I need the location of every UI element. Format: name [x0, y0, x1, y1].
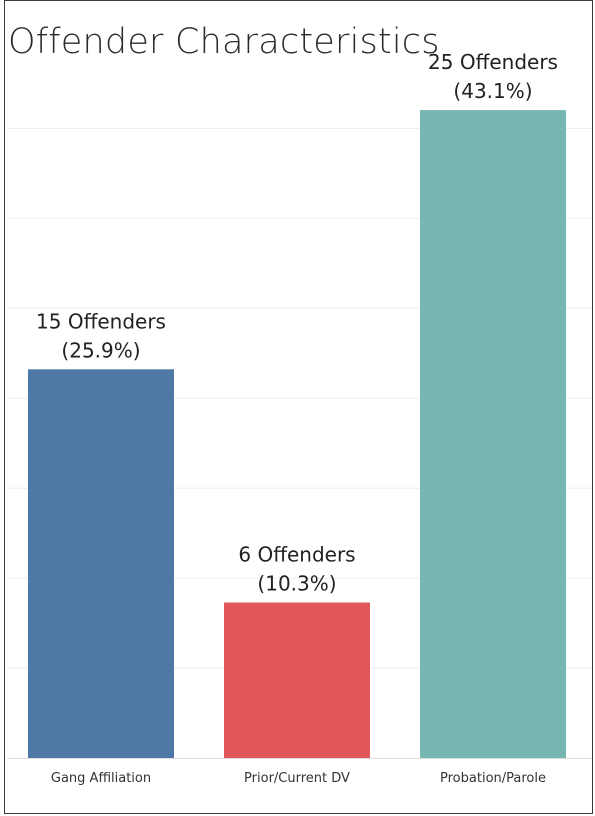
x-tick-label: Gang Affiliation [51, 771, 151, 786]
data-label-count: 15 Offenders [36, 309, 166, 333]
data-label-percent: (10.3%) [257, 572, 336, 596]
bar-prior-current-dv[interactable] [224, 602, 370, 759]
chart-title: Offender Characteristics [8, 22, 440, 62]
bar-gang-affiliation[interactable] [28, 369, 174, 759]
x-tick-label: Prior/Current DV [244, 771, 350, 786]
data-label-count: 25 Offenders [428, 50, 558, 74]
data-label-count: 6 Offenders [238, 543, 355, 567]
data-label-percent: (43.1%) [453, 79, 532, 103]
bar-probation-parole[interactable] [420, 110, 566, 759]
data-label-percent: (25.9%) [61, 338, 140, 362]
x-tick-label: Probation/Parole [440, 771, 546, 786]
